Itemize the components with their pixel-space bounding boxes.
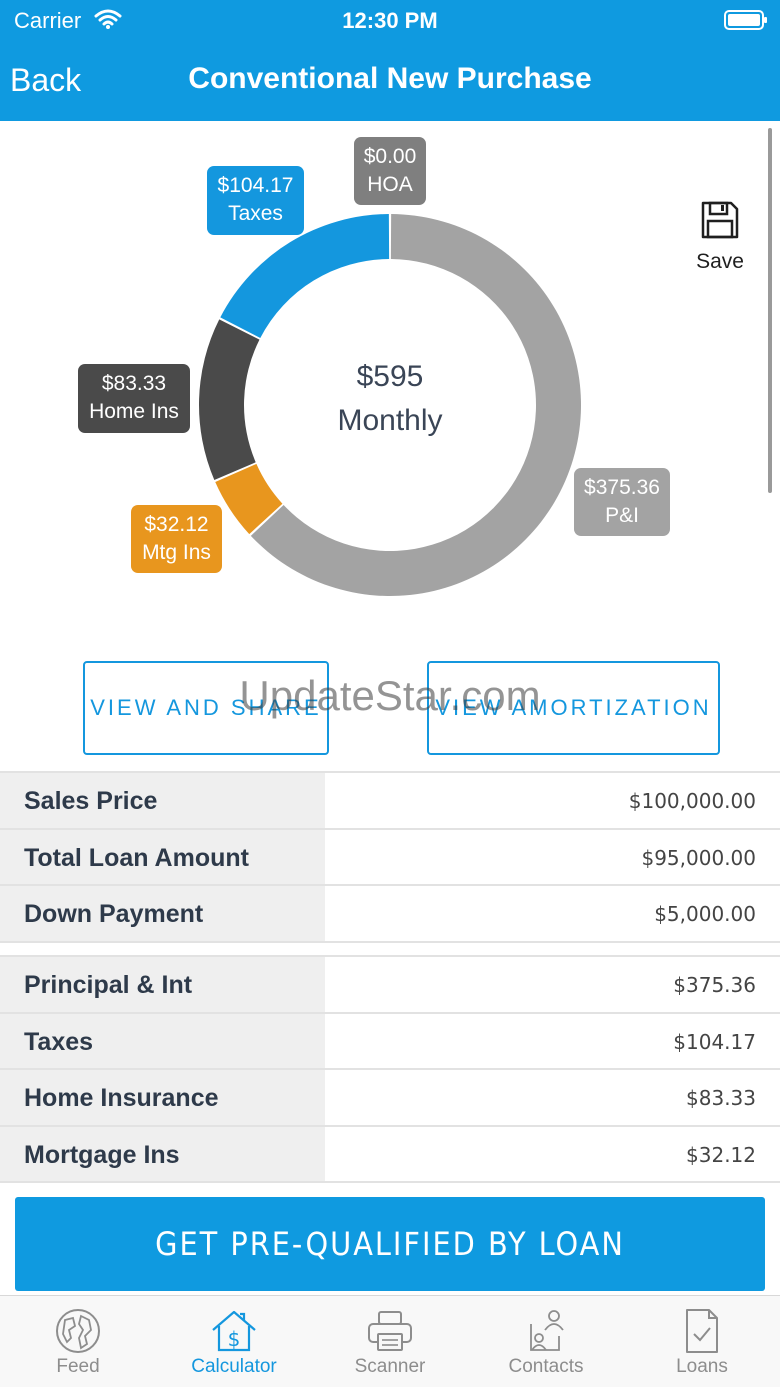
- back-button[interactable]: Back: [10, 62, 82, 98]
- slice-label-mtg-ins: $32.12 Mtg Ins: [131, 505, 222, 573]
- status-time: 12:30 PM: [342, 8, 438, 33]
- document-check-icon: [686, 1309, 718, 1353]
- svg-text:$: $: [228, 1327, 241, 1351]
- monthly-total: $595: [356, 360, 424, 393]
- row-label: Home Insurance: [0, 1070, 325, 1125]
- battery-icon: [724, 10, 767, 30]
- slice-label-hoa: $0.00 HOA: [354, 137, 426, 205]
- status-bar: Carrier 12:30 PM: [0, 0, 780, 40]
- row-label: Principal & Int: [0, 957, 325, 1012]
- slice-label-home-ins: $83.33 Home Ins: [78, 364, 190, 433]
- floppy-disk-icon: [701, 201, 739, 239]
- row-label: Taxes: [0, 1013, 325, 1068]
- tab-bar: Feed $ Calculator Scanner Contacts: [0, 1295, 780, 1387]
- monthly-payment-table: Principal & Int $375.36 Taxes $104.17 Ho…: [0, 955, 780, 1183]
- carrier-label: Carrier: [14, 8, 82, 33]
- wifi-icon: [94, 9, 122, 29]
- row-value: $104.17: [673, 1029, 756, 1054]
- donut-slice-mtg-ins[interactable]: [215, 463, 283, 535]
- row-label: Sales Price: [0, 773, 325, 828]
- row-value: $95,000.00: [641, 845, 756, 870]
- table-row[interactable]: Total Loan Amount $95,000.00: [0, 829, 780, 886]
- tab-feed[interactable]: Feed: [0, 1296, 156, 1387]
- donut-slice-p-i[interactable]: [250, 214, 581, 596]
- slice-value: $0.00: [363, 145, 417, 168]
- view-amortization-button[interactable]: VIEW AMORTIZATION: [427, 661, 720, 755]
- tab-label: Loans: [676, 1356, 728, 1377]
- donut-slice-taxes[interactable]: [220, 214, 390, 339]
- payment-breakdown-chart: [0, 121, 780, 651]
- slice-label-taxes: $104.17 Taxes: [207, 166, 304, 235]
- monthly-label: Monthly: [337, 404, 443, 437]
- table-row[interactable]: Home Insurance $83.33: [0, 1070, 780, 1127]
- tab-label: Calculator: [191, 1356, 277, 1377]
- view-and-share-button[interactable]: VIEW AND SHARE: [83, 661, 329, 755]
- save-label: Save: [696, 250, 744, 273]
- slice-name: Home Ins: [89, 400, 179, 423]
- donut-chart: [199, 214, 581, 596]
- row-label: Total Loan Amount: [0, 829, 325, 884]
- slice-value: $375.36: [584, 476, 660, 499]
- row-value: $5,000.00: [654, 902, 756, 926]
- row-value: $32.12: [686, 1142, 756, 1167]
- slice-label-principal-interest: $375.36 P&I: [574, 468, 670, 536]
- globe-icon: [56, 1309, 100, 1353]
- loan-summary-table: Sales Price $100,000.00 Total Loan Amoun…: [0, 771, 780, 943]
- slice-name: P&I: [605, 504, 639, 527]
- row-value: $100,000.00: [628, 789, 756, 813]
- slice-value: $104.17: [217, 174, 294, 197]
- slice-name: Mtg Ins: [142, 541, 211, 564]
- scroll-indicator[interactable]: [768, 128, 772, 493]
- tab-calculator[interactable]: $ Calculator: [156, 1296, 312, 1387]
- table-row[interactable]: Down Payment $5,000.00: [0, 886, 780, 943]
- tab-scanner[interactable]: Scanner: [312, 1296, 468, 1387]
- table-row[interactable]: Taxes $104.17: [0, 1013, 780, 1070]
- row-label: Down Payment: [0, 886, 325, 941]
- table-row[interactable]: Principal & Int $375.36: [0, 957, 780, 1014]
- row-label: Mortgage Ins: [0, 1126, 325, 1181]
- slice-value: $83.33: [101, 372, 167, 395]
- table-row[interactable]: Mortgage Ins $32.12: [0, 1126, 780, 1183]
- slice-name: HOA: [367, 173, 413, 196]
- row-value: $83.33: [686, 1086, 756, 1110]
- tab-label: Scanner: [354, 1356, 426, 1377]
- slice-value: $32.12: [144, 513, 209, 536]
- get-prequalified-button[interactable]: GET PRE-QUALIFIED BY LOAN: [15, 1197, 765, 1291]
- save-button[interactable]: Save: [690, 200, 750, 280]
- donut-slice-home-ins[interactable]: [199, 319, 260, 480]
- slice-name: Taxes: [228, 202, 283, 225]
- page-title: Conventional New Purchase: [188, 62, 592, 95]
- tab-label: Feed: [56, 1356, 100, 1377]
- contacts-icon: [530, 1310, 564, 1351]
- house-dollar-icon: $: [212, 1310, 256, 1352]
- tab-contacts[interactable]: Contacts: [468, 1296, 624, 1387]
- row-value: $375.36: [673, 973, 756, 997]
- table-row[interactable]: Sales Price $100,000.00: [0, 773, 780, 830]
- tab-loans[interactable]: Loans: [624, 1296, 780, 1387]
- tab-label: Contacts: [508, 1356, 584, 1377]
- navigation-header: Carrier 12:30 PM Back Conventional New P…: [0, 0, 780, 121]
- printer-icon: [368, 1311, 412, 1351]
